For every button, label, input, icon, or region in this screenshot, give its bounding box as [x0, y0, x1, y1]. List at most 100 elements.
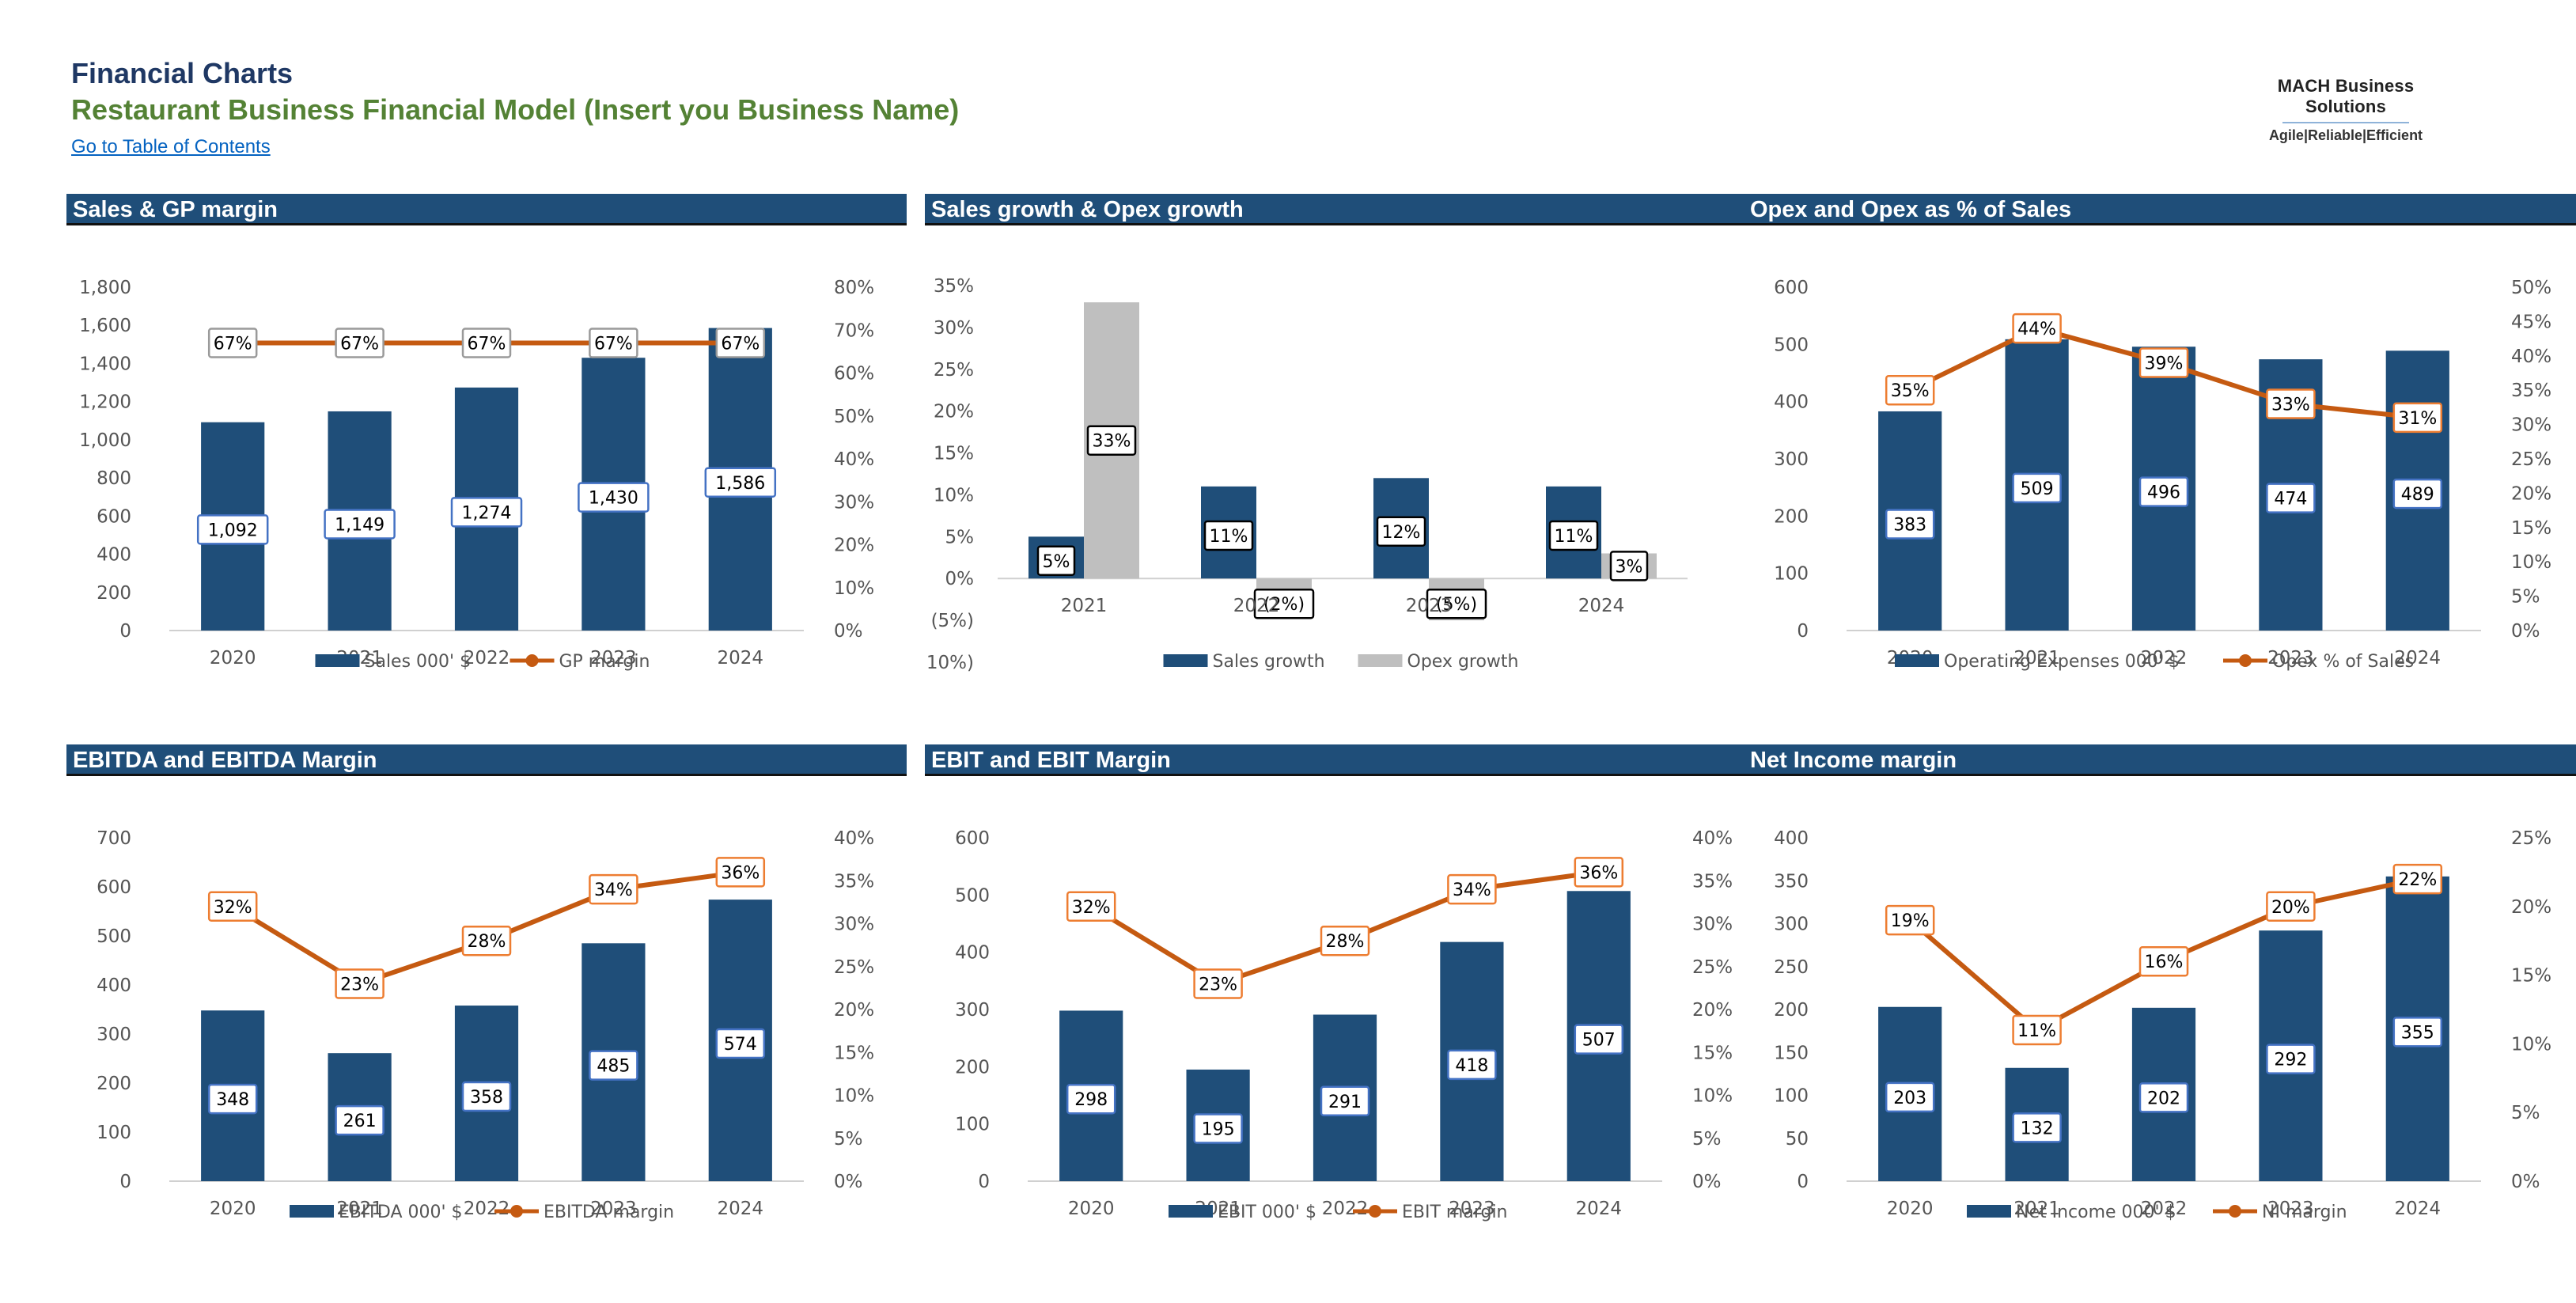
line-data-label-box [2138, 347, 2189, 378]
line-data-label: 34% [1453, 881, 1491, 900]
bar-data-label: 1,586 [715, 474, 765, 494]
bar-data-label: 261 [343, 1112, 377, 1131]
line-data-label: 35% [1891, 381, 1930, 401]
y-axis-tick-label: 600 [97, 506, 131, 527]
opex-growth-data-label-box [1086, 425, 1137, 456]
legend-label: GP margin [559, 652, 650, 672]
y-axis-tick-label: 25% [934, 360, 974, 381]
y-axis-tick-label: 20% [934, 402, 974, 422]
x-axis-tick-label: 2022 [464, 1199, 510, 1219]
bar-data-label-box [1193, 1113, 1243, 1144]
x-axis-tick-label: 2023 [1406, 596, 1453, 616]
line-data-label: 22% [2398, 870, 2437, 890]
y-axis-tick-label: 700 [97, 828, 131, 849]
line-data-label: 31% [2398, 409, 2437, 429]
y2-axis-tick-label: 0% [834, 1172, 863, 1192]
y-axis-tick-label: 30% [934, 318, 974, 339]
y2-axis-tick-label: 10% [1692, 1086, 1733, 1107]
y-axis-tick-label: 600 [1774, 278, 1809, 298]
y2-axis-tick-label: 15% [2511, 518, 2551, 539]
sales-growth-data-label-box [1036, 545, 1076, 577]
y2-axis-tick-label: 15% [1692, 1043, 1733, 1063]
legend-bar-swatch [1169, 1205, 1213, 1218]
x-axis-tick-label: 2021 [2013, 648, 2060, 669]
legend-label: NI margin [2262, 1203, 2347, 1222]
line-data-label-box [1320, 925, 1370, 956]
bar-data-label-box [2392, 1017, 2443, 1047]
y-axis-tick-label: 100 [1774, 564, 1809, 585]
y2-axis-tick-label: 0% [834, 621, 863, 642]
line-data-label: 28% [1326, 932, 1365, 952]
bar-data-label: 292 [2274, 1051, 2307, 1070]
bar-data-label: 496 [2147, 483, 2180, 503]
legend-label: EBITDA margin [544, 1203, 674, 1222]
line-data-label: 34% [594, 881, 633, 900]
sales-growth-data-label: 11% [1555, 527, 1593, 547]
page-subtitle: Restaurant Business Financial Model (Ins… [71, 93, 960, 126]
y2-axis-tick-label: 25% [1692, 957, 1733, 978]
y-axis-tick-label: 1,400 [79, 354, 131, 374]
panel-title: Opex and Opex as % of Sales [1744, 194, 2576, 225]
line-data-label: 67% [340, 335, 379, 354]
bar-data-label: 383 [1893, 515, 1926, 535]
x-axis-tick-label: 2024 [2395, 648, 2442, 669]
line-data-label-box [2266, 388, 2316, 419]
x-axis-tick-label: 2022 [464, 648, 510, 669]
line-data-label-box [1885, 374, 1935, 406]
y-axis-tick-label: 50 [1786, 1129, 1809, 1150]
x-axis-tick-label: 2023 [2267, 648, 2314, 669]
table-of-contents-link[interactable]: Go to Table of Contents [71, 136, 271, 157]
y-axis-tick-label: 350 [1774, 871, 1809, 892]
y2-axis-tick-label: 5% [2511, 587, 2540, 608]
line-data-label: 19% [1891, 911, 1930, 931]
y2-axis-tick-label: 35% [834, 871, 874, 892]
bar-data-label: 1,092 [208, 521, 258, 540]
bar-data-label-box [2012, 472, 2062, 504]
y-axis-tick-label: 500 [1774, 335, 1809, 355]
y-axis-tick-label: 200 [1774, 1000, 1809, 1021]
chart-sales-gp-margin: 0 200 400 600 800 1,000 1,200 1,400 1,600 1,800 0%… [79, 278, 874, 672]
y-axis-tick-label: 200 [97, 583, 131, 604]
y2-axis-tick-label: 5% [2511, 1103, 2540, 1123]
sales-growth-data-label-box [1548, 520, 1599, 551]
y2-axis-tick-label: 10% [2511, 1034, 2551, 1055]
opex-growth-data-label: 3% [1616, 557, 1643, 577]
y-axis-tick-label: 0 [978, 1172, 990, 1192]
chart-net-income-margin: 0 50 100 150 200 250 300 350 400 0% 5% 10% 15% 20% 25%… [1774, 828, 2551, 1222]
opex-growth-data-label: (5%) [1436, 595, 1477, 615]
y-axis-tick-label: 1,000 [79, 430, 131, 451]
sales-growth-data-label-box [1376, 516, 1426, 547]
y2-axis-tick-label: 10% [2511, 552, 2551, 573]
y2-axis-tick-label: 60% [834, 364, 874, 384]
y-axis-tick-label: (5%) [931, 611, 974, 631]
chart-ebit-margin: 0 100 200 300 400 500 600 0% 5% 10% 15% 20% 25% 30% 35… [955, 828, 1733, 1222]
sales-growth-data-label: 5% [1043, 552, 1070, 572]
line-data-label-box [207, 328, 258, 358]
line-data-label: 39% [2145, 354, 2184, 373]
y-axis-tick-label: 400 [955, 943, 990, 964]
bar-data-label: 298 [1074, 1090, 1108, 1110]
y-axis-tick-label: 400 [97, 975, 131, 996]
bar-data-label-box [1447, 1049, 1497, 1081]
logo-divider [2282, 122, 2409, 123]
line-data-label-box [1066, 891, 1116, 922]
y2-axis-tick-label: 0% [2511, 1172, 2540, 1192]
bar-data-label-box [1320, 1085, 1370, 1117]
legend-line-marker [2239, 654, 2252, 667]
line-data-label-box [2012, 312, 2062, 344]
legend-label: Sales 000' $ [365, 652, 472, 672]
bar-data-label: 195 [1202, 1119, 1235, 1139]
panel-ebitda-margin: EBITDA and EBITDA Margin 0 100 200 300 400 50… [66, 744, 907, 1251]
panel-title: EBIT and EBIT Margin [925, 744, 1765, 776]
bar-data-label: 348 [216, 1090, 249, 1110]
x-axis-tick-label: 2020 [1887, 1199, 1934, 1219]
bar-data-label-box [450, 497, 523, 528]
y2-axis-tick-label: 40% [834, 828, 874, 849]
y-axis-tick-label: (10%) [925, 653, 974, 673]
line-data-label-box [2138, 945, 2189, 977]
y2-axis-tick-label: 10% [834, 578, 874, 599]
x-axis-tick-label: 2024 [1576, 1199, 1623, 1219]
y2-axis-tick-label: 40% [1692, 828, 1733, 849]
panel-title: Sales & GP margin [66, 194, 907, 225]
bar-data-label-box [1066, 1083, 1116, 1115]
